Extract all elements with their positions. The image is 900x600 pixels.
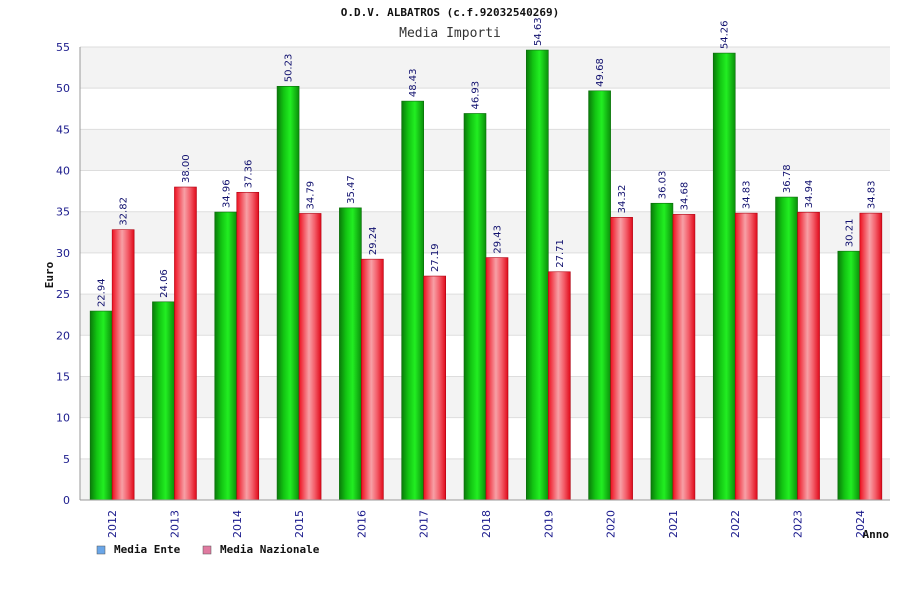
data-label: 48.43 — [408, 68, 419, 97]
x-tick-label: 2013 — [168, 510, 181, 538]
x-tick-label: 2014 — [231, 510, 244, 538]
y-tick-label: 25 — [56, 288, 70, 301]
data-label: 34.94 — [804, 180, 815, 209]
x-tick-label: 2021 — [667, 510, 680, 538]
y-axis-label: Euro — [43, 261, 56, 288]
bar-media-ente — [89, 310, 113, 501]
data-label: 34.79 — [306, 181, 317, 210]
data-label: 29.43 — [493, 225, 504, 254]
bar-media-nazionale — [548, 271, 571, 501]
y-tick-label: 40 — [56, 165, 70, 178]
data-label: 37.36 — [243, 160, 254, 189]
bar-media-ente — [775, 196, 798, 501]
legend-label-media-nazionale: Media Nazionale — [220, 543, 320, 556]
data-label: 34.32 — [617, 185, 628, 214]
data-label: 36.03 — [657, 171, 668, 200]
bar-media-nazionale — [672, 214, 696, 501]
y-tick-label: 15 — [56, 370, 70, 383]
bar-media-nazionale — [298, 213, 322, 501]
legend-label-media-ente: Media Ente — [114, 543, 181, 556]
bars — [89, 49, 883, 501]
bar-media-nazionale — [111, 229, 135, 501]
data-label: 27.19 — [430, 243, 441, 272]
x-axis-label: Anno — [863, 528, 890, 541]
bar-media-ente — [276, 85, 300, 501]
y-tick-label: 20 — [56, 329, 70, 342]
x-tick-label: 2020 — [605, 510, 618, 538]
bar-media-ente — [152, 301, 175, 501]
data-label: 35.47 — [346, 175, 357, 204]
bar-media-nazionale — [734, 212, 758, 501]
data-label: 46.93 — [471, 81, 482, 110]
data-labels: 22.94 32.82 24.06 38.00 34.96 37.36 50.23 34.79… — [97, 17, 878, 307]
x-tick-label: 2018 — [480, 510, 493, 538]
data-label: 54.63 — [533, 17, 544, 46]
bar-media-nazionale — [610, 217, 633, 501]
y-tick-label: 50 — [56, 82, 70, 95]
bar-media-nazionale — [485, 257, 509, 501]
bar-media-ente — [526, 49, 549, 501]
bar-media-nazionale — [859, 212, 883, 501]
data-label: 29.24 — [368, 227, 379, 256]
chart-title: O.D.V. ALBATROS (c.f.92032540269) — [341, 6, 560, 19]
x-tick-label: 2019 — [542, 510, 555, 538]
data-label: 27.71 — [555, 239, 566, 268]
y-tick-label: 10 — [56, 412, 70, 425]
y-axis-ticks: 0 5 10 15 20 25 30 35 40 45 50 55 — [56, 41, 70, 507]
data-label: 38.00 — [181, 154, 192, 183]
plot-band — [80, 47, 890, 89]
legend: Media Ente Media Nazionale — [96, 543, 320, 556]
x-axis-ticks: 2012 2013 2014 2015 2016 2017 2018 2019 2020 2021… — [106, 510, 867, 538]
chart-subtitle: Media Importi — [399, 26, 501, 41]
y-tick-label: 35 — [56, 206, 70, 219]
data-label: 22.94 — [97, 278, 108, 307]
x-tick-label: 2023 — [792, 510, 805, 538]
data-label: 34.68 — [679, 182, 690, 211]
bar-media-nazionale — [423, 275, 446, 501]
x-tick-label: 2016 — [355, 510, 368, 538]
data-label: 54.26 — [720, 20, 731, 49]
data-label: 34.83 — [742, 180, 753, 209]
data-label: 34.83 — [866, 180, 877, 209]
legend-swatch-media-nazionale — [202, 545, 212, 555]
data-label: 36.78 — [782, 164, 793, 193]
data-label: 49.68 — [595, 58, 606, 87]
x-tick-label: 2022 — [729, 510, 742, 538]
x-tick-label: 2012 — [106, 510, 119, 538]
data-label: 30.21 — [844, 219, 855, 248]
bar-media-ente — [463, 113, 487, 501]
bar-media-ente — [401, 100, 424, 501]
legend-swatch-media-ente — [96, 545, 106, 555]
y-tick-label: 30 — [56, 247, 70, 260]
bar-media-nazionale — [361, 258, 384, 501]
bar-media-nazionale — [797, 211, 820, 501]
y-tick-label: 55 — [56, 41, 70, 54]
data-label: 32.82 — [119, 197, 130, 226]
x-tick-label: 2015 — [293, 510, 306, 538]
data-label: 50.23 — [284, 54, 295, 83]
x-tick-label: 2024 — [854, 510, 867, 538]
y-tick-label: 5 — [63, 453, 70, 466]
x-tick-label: 2017 — [418, 510, 431, 538]
bar-media-nazionale — [236, 191, 260, 501]
bar-media-nazionale — [174, 186, 197, 501]
bar-media-ente — [650, 202, 674, 501]
bar-media-ente — [712, 52, 736, 501]
bar-media-ente — [339, 207, 362, 501]
data-label: 34.96 — [221, 179, 232, 208]
bar-media-ente — [588, 90, 611, 501]
y-tick-label: 0 — [63, 494, 70, 507]
data-label: 24.06 — [159, 269, 170, 298]
bar-media-ente — [214, 211, 238, 501]
y-tick-label: 45 — [56, 123, 70, 136]
bar-media-ente — [837, 250, 861, 501]
